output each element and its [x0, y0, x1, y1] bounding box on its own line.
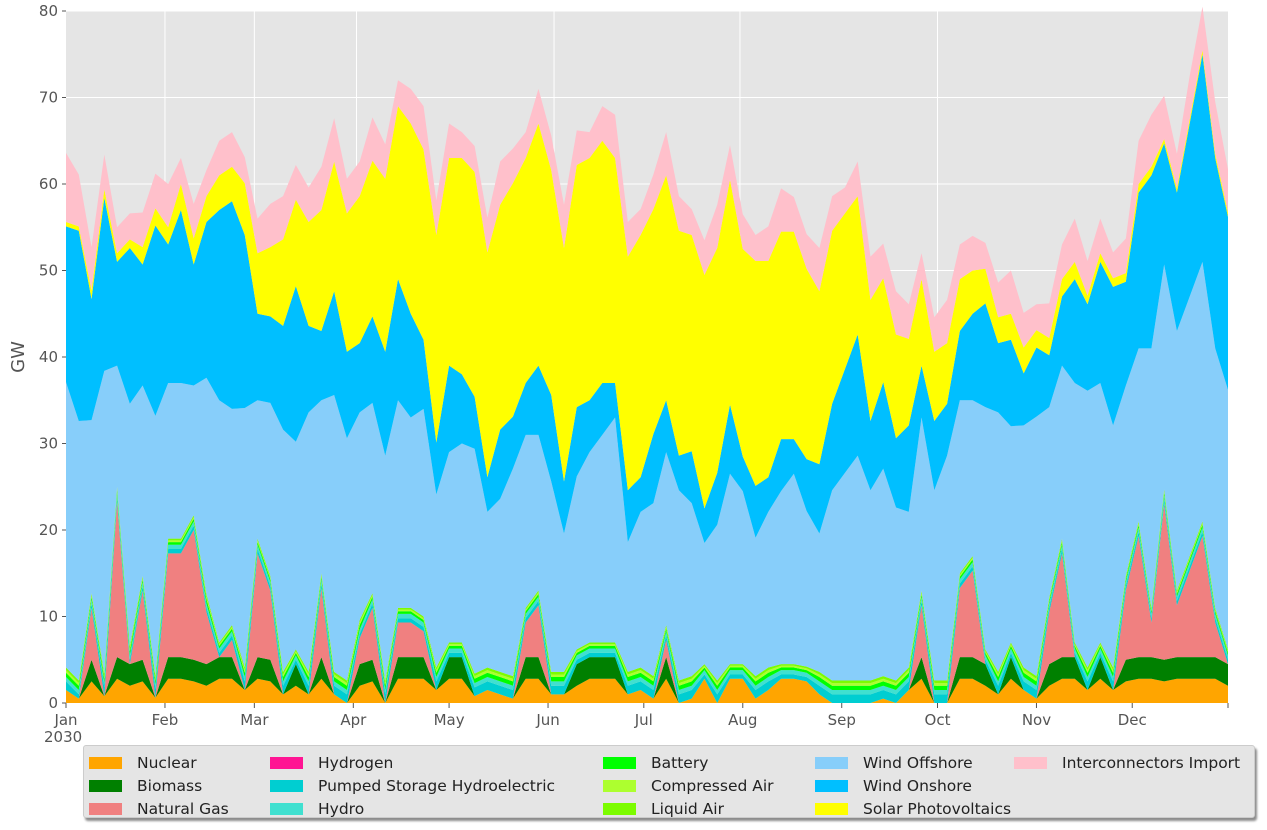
legend-swatch: [603, 802, 636, 815]
y-tick-label: 40: [39, 348, 58, 366]
legend-entry-wind-offshore: Wind Offshore: [815, 751, 1011, 774]
legend-label: Solar Photovoltaics: [863, 799, 1012, 818]
legend-entry-hydro: Hydro: [270, 797, 555, 820]
area-nuclear: [66, 678, 1228, 703]
area-wind-onshore: [66, 54, 1228, 543]
area-interconnectors-import: [66, 6, 1228, 352]
y-tick-label: 60: [39, 175, 58, 193]
x-tick-label: Nov: [1022, 711, 1051, 729]
y-axis: 0 10 20 30 40 50 60 70 80: [39, 2, 66, 712]
legend-swatch: [815, 779, 848, 792]
legend-label: Battery: [651, 753, 709, 772]
legend-label: Nuclear: [137, 753, 197, 772]
x-tick-label: Sep: [828, 711, 856, 729]
legend-entry-natural-gas: Natural Gas: [89, 797, 229, 820]
legend-entry-solar-photovoltaics: Solar Photovoltaics: [815, 797, 1011, 820]
area-wind-offshore: [66, 261, 1228, 681]
legend-column: Battery Compressed Air Liquid Air: [603, 751, 774, 820]
x-tick-label: Mar: [240, 711, 269, 729]
x-tick-label: May: [434, 711, 465, 729]
y-tick-label: 80: [39, 2, 58, 20]
legend-column: Wind Offshore Wind Onshore Solar Photovolt…: [815, 751, 1011, 820]
legend-column: Hydrogen Pumped Storage Hydroelectric Hydr…: [270, 751, 555, 820]
legend-label: Wind Onshore: [863, 776, 972, 795]
legend: Nuclear Biomass Natural Gas Hydrogen Pumped …: [83, 745, 1255, 818]
legend-label: Biomass: [137, 776, 203, 795]
x-tick-label: Apr: [340, 711, 367, 729]
legend-label: Wind Offshore: [863, 753, 973, 772]
legend-entry-liquid-air: Liquid Air: [603, 797, 774, 820]
area-solar-photovoltaics: [66, 49, 1228, 509]
year-label: 2030: [44, 728, 82, 746]
legend-entry-biomass: Biomass: [89, 774, 229, 797]
x-tick-label: Jun: [535, 711, 559, 729]
stacked-areas: [66, 6, 1228, 703]
legend-swatch: [815, 802, 848, 815]
legend-swatch: [270, 802, 303, 815]
legend-entry-battery: Battery: [603, 751, 774, 774]
legend-label: Interconnectors Import: [1062, 753, 1241, 772]
y-tick-label: 70: [39, 89, 58, 107]
legend-column: Nuclear Biomass Natural Gas: [89, 751, 229, 820]
legend-label: Compressed Air: [651, 776, 774, 795]
x-tick-label: Oct: [925, 711, 951, 729]
legend-swatch: [89, 802, 122, 815]
legend-entry-interconnectors-import: Interconnectors Import: [1014, 751, 1240, 774]
x-tick-label: Aug: [728, 711, 757, 729]
legend-entry-pumped-storage-hydroelectric: Pumped Storage Hydroelectric: [270, 774, 555, 797]
legend-swatch: [1014, 756, 1047, 769]
legend-swatch: [603, 756, 636, 769]
legend-swatch: [270, 779, 303, 792]
y-axis-label: GW: [8, 341, 29, 373]
legend-entry-wind-onshore: Wind Onshore: [815, 774, 1011, 797]
legend-swatch: [815, 756, 848, 769]
legend-label: Liquid Air: [651, 799, 724, 818]
legend-label: Hydrogen: [318, 753, 394, 772]
y-tick-label: 10: [39, 608, 58, 626]
legend-entry-hydrogen: Hydrogen: [270, 751, 555, 774]
y-tick-label: 50: [39, 262, 58, 280]
legend-entry-nuclear: Nuclear: [89, 751, 229, 774]
legend-column: Interconnectors Import: [1014, 751, 1240, 774]
x-tick-label: Feb: [152, 711, 179, 729]
legend-label: Hydro: [318, 799, 365, 818]
legend-entry-compressed-air: Compressed Air: [603, 774, 774, 797]
legend-swatch: [603, 779, 636, 792]
x-tick-label: Jan: [53, 711, 77, 729]
x-tick-label: Jul: [634, 711, 653, 729]
x-axis: Jan Feb Mar Apr May Jun Jul Aug Sep Oct Nov Dec: [53, 703, 1229, 729]
x-tick-label: Dec: [1118, 711, 1147, 729]
legend-swatch: [89, 756, 122, 769]
area-biomass: [66, 657, 1228, 703]
y-tick-label: 20: [39, 521, 58, 539]
area-pumped-storage-hydroelectric: [66, 497, 1228, 703]
legend-label: Pumped Storage Hydroelectric: [318, 776, 556, 795]
legend-swatch: [89, 779, 122, 792]
y-tick-label: 0: [48, 694, 58, 712]
legend-swatch: [270, 756, 303, 769]
legend-label: Natural Gas: [137, 799, 229, 818]
y-tick-label: 30: [39, 435, 58, 453]
